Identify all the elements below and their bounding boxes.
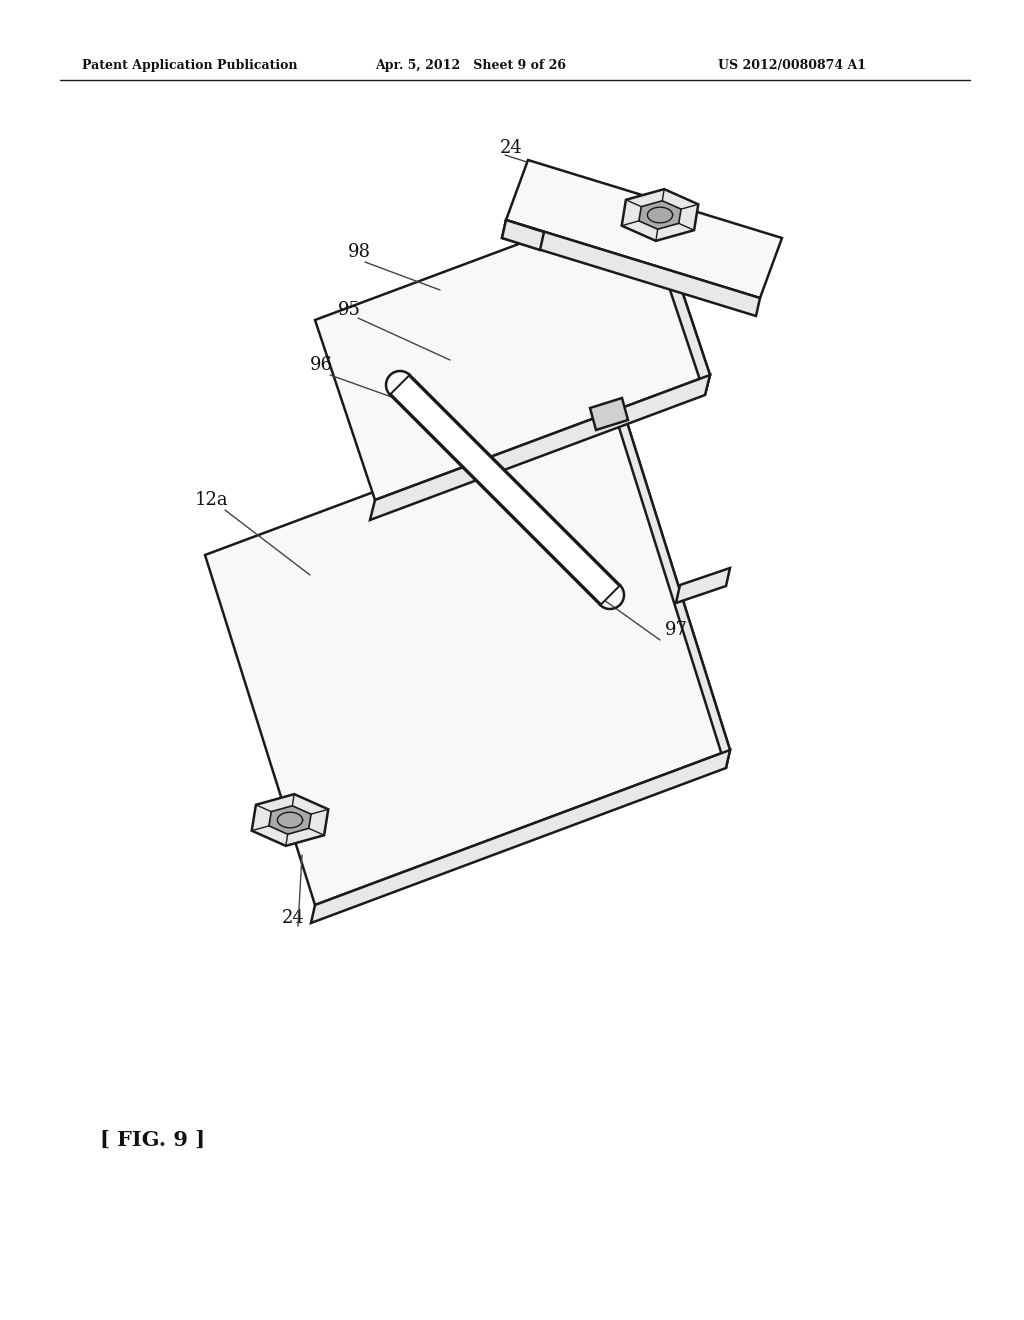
Polygon shape: [315, 195, 710, 500]
Text: [ FIG. 9 ]: [ FIG. 9 ]: [100, 1130, 205, 1150]
Polygon shape: [639, 201, 681, 230]
Polygon shape: [370, 375, 710, 520]
Polygon shape: [269, 805, 311, 834]
Polygon shape: [311, 750, 730, 923]
Polygon shape: [590, 399, 628, 430]
Text: Apr. 5, 2012   Sheet 9 of 26: Apr. 5, 2012 Sheet 9 of 26: [375, 58, 566, 71]
Polygon shape: [391, 376, 618, 605]
Text: 95: 95: [338, 301, 360, 319]
Text: 12a: 12a: [195, 491, 228, 510]
Text: 24: 24: [500, 139, 522, 157]
Text: 98: 98: [348, 243, 371, 261]
Polygon shape: [622, 189, 698, 240]
Polygon shape: [506, 160, 782, 298]
Polygon shape: [630, 191, 666, 223]
Polygon shape: [502, 220, 760, 315]
Polygon shape: [616, 400, 730, 768]
Polygon shape: [252, 795, 329, 846]
Polygon shape: [676, 568, 730, 603]
Text: 96: 96: [310, 356, 333, 374]
Text: Patent Application Publication: Patent Application Publication: [82, 58, 298, 71]
Polygon shape: [645, 195, 710, 395]
Polygon shape: [205, 400, 730, 906]
Text: US 2012/0080874 A1: US 2012/0080874 A1: [718, 58, 866, 71]
Text: 97: 97: [665, 620, 688, 639]
Polygon shape: [390, 375, 620, 605]
Polygon shape: [502, 220, 544, 249]
Text: 24: 24: [282, 909, 305, 927]
